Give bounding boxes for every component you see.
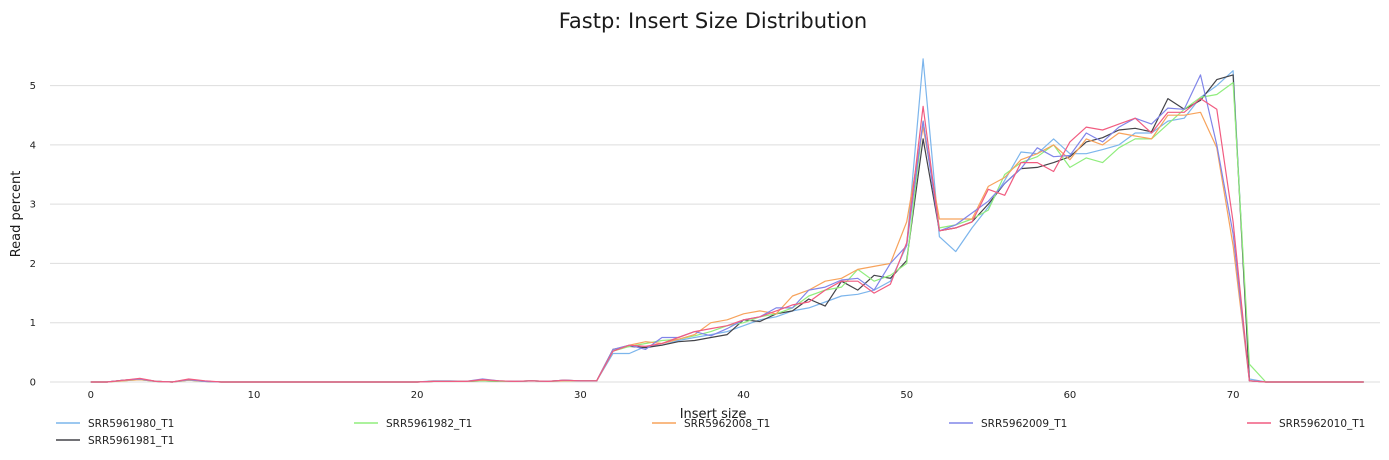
legend-item-srr5962009-t1[interactable]: SRR5962009_T1 (949, 418, 1067, 430)
legend-label: SRR5962009_T1 (981, 418, 1067, 430)
legend-item-srr5961981-t1[interactable]: SRR5961981_T1 (56, 435, 174, 447)
legend: SRR5961980_T1 SRR5961982_T1 SRR5962008_T1 S… (56, 418, 1365, 447)
y-tick-label: 5 (30, 81, 36, 92)
legend-label: SRR5962008_T1 (684, 418, 770, 430)
chart-title: Fastp: Insert Size Distribution (559, 9, 867, 33)
x-tick-label: 70 (1227, 390, 1240, 401)
y-axis-ticks: 0 1 2 3 4 5 (30, 81, 36, 388)
y-axis-label: Read percent (9, 171, 24, 258)
x-axis-ticks: 0 10 20 30 40 50 60 70 (88, 390, 1240, 401)
x-tick-label: 0 (88, 390, 94, 401)
x-tick-label: 40 (737, 390, 750, 401)
legend-label: SRR5961981_T1 (88, 435, 174, 447)
series-line-srr5962008-t1 (90, 111, 1364, 383)
x-tick-label: 60 (1064, 390, 1077, 401)
y-tick-label: 3 (30, 200, 36, 211)
legend-item-srr5962010-t1[interactable]: SRR5962010_T1 (1247, 418, 1365, 430)
legend-label: SRR5962010_T1 (1279, 418, 1365, 430)
series-line-srr5962009-t1 (90, 74, 1364, 383)
legend-item-srr5962008-t1[interactable]: SRR5962008_T1 (652, 418, 770, 430)
y-tick-label: 1 (30, 318, 36, 329)
x-tick-label: 10 (248, 390, 261, 401)
grid-lines (50, 85, 1380, 383)
y-tick-label: 2 (30, 259, 36, 270)
x-tick-label: 30 (574, 390, 587, 401)
legend-item-srr5961982-t1[interactable]: SRR5961982_T1 (354, 418, 472, 430)
series-lines (90, 58, 1364, 383)
series-line-srr5962010-t1 (90, 97, 1364, 383)
y-tick-label: 4 (30, 140, 36, 151)
series-line-srr5961980-t1 (90, 58, 1364, 383)
x-tick-label: 20 (411, 390, 424, 401)
series-line-srr5961982-t1 (90, 81, 1364, 383)
legend-label: SRR5961980_T1 (88, 418, 174, 430)
x-axis-label: Insert size (680, 407, 747, 422)
x-tick-label: 50 (900, 390, 913, 401)
series-line-srr5961981-t1 (90, 74, 1364, 383)
legend-label: SRR5961982_T1 (386, 418, 472, 430)
legend-item-srr5961980-t1[interactable]: SRR5961980_T1 (56, 418, 174, 430)
y-tick-label: 0 (30, 378, 36, 389)
